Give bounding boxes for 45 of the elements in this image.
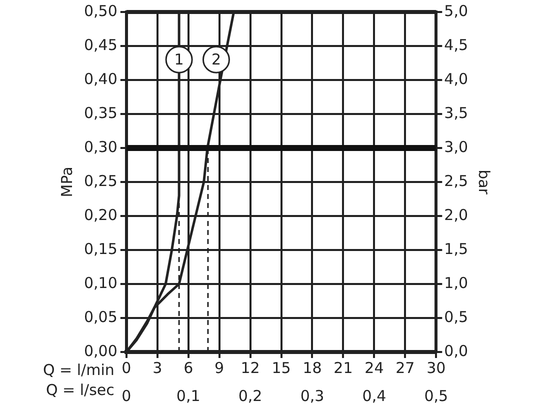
y-tick-label: 0,20 [84, 206, 118, 224]
y2-tick-label: 2,0 [444, 206, 468, 224]
x2-tick-label: 0,3 [300, 386, 324, 405]
x-tick-label: 3 [152, 358, 162, 377]
y2-tick-label: 0,0 [444, 342, 468, 360]
x-tick-label: 15 [272, 358, 291, 377]
y2-tick-label: 1,0 [444, 274, 468, 292]
y-tick-label: 0,45 [84, 36, 118, 54]
x-tick-label: 21 [334, 358, 353, 377]
x2-tick-label: 0,1 [176, 386, 200, 405]
y-axis-title: MPa [58, 166, 76, 198]
x-tick-label: 6 [184, 358, 194, 377]
x2-tick-label: 0,2 [238, 386, 262, 405]
annotation: 1 [174, 50, 184, 68]
y2-tick-label: 4,0 [444, 70, 468, 88]
x-tick-label: 24 [364, 358, 384, 377]
y-tick-label: 0,10 [84, 274, 118, 292]
y-tick-label: 0,35 [84, 104, 118, 122]
x-tick-label: 18 [302, 358, 322, 377]
y-tick-label: 0,25 [84, 172, 118, 190]
x-tick-label: 0 [122, 358, 132, 377]
y-tick-label: 0,30 [84, 138, 118, 156]
x2-tick-label: 0,5 [424, 386, 448, 405]
y2-tick-label: 5,0 [444, 2, 468, 20]
y2-tick-label: 2,5 [444, 172, 468, 190]
y-tick-label: 0,40 [84, 70, 118, 88]
y2-axis-title: bar [475, 170, 494, 196]
y2-tick-label: 3,5 [444, 104, 468, 122]
y2-tick-label: 0,5 [444, 308, 468, 326]
x-tick-label: 9 [214, 358, 224, 377]
x-tick-label: 12 [240, 358, 260, 377]
x-axis-title: Q = l/min [42, 360, 114, 379]
y-tick-label: 0,05 [84, 308, 118, 326]
x-tick-label: 27 [396, 358, 415, 377]
x-tick-label: 30 [426, 358, 446, 377]
y-tick-label: 0,50 [84, 2, 118, 20]
x2-tick-label: 0,4 [362, 386, 386, 405]
y2-tick-label: 4,5 [444, 36, 468, 54]
x2-tick-label: 0 [122, 386, 132, 405]
annotation: 2 [211, 50, 221, 68]
y-tick-label: 0,15 [84, 240, 118, 258]
y2-tick-label: 3,0 [444, 138, 468, 156]
x2-axis-title: Q = l/sec [46, 380, 114, 399]
y-tick-label: 0,00 [84, 342, 118, 360]
y2-tick-label: 1,5 [444, 240, 468, 258]
